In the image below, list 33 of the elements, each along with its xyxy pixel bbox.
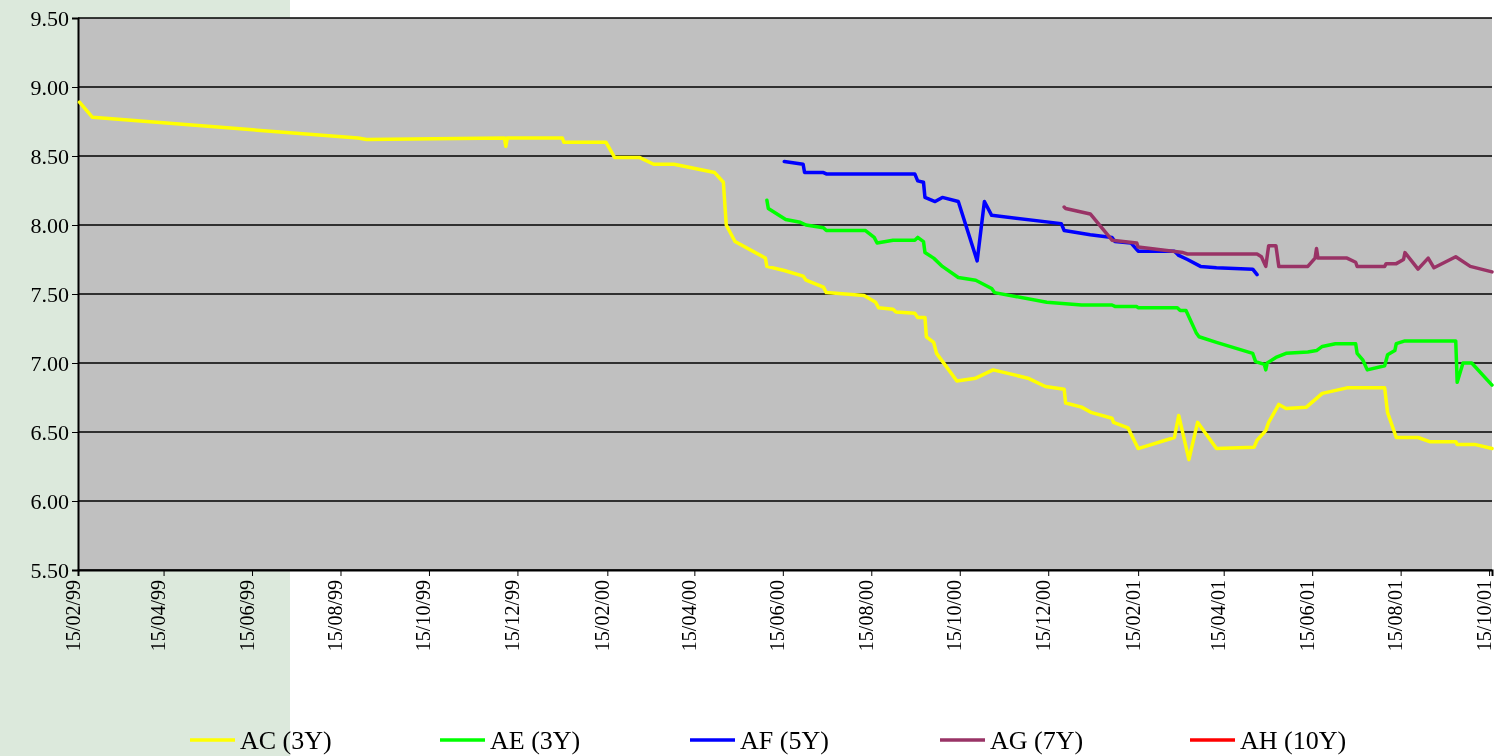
x-tick-label: 15/10/99	[412, 580, 435, 652]
y-tick-label: 8.50	[30, 143, 69, 169]
y-tick-label: 7.00	[30, 350, 69, 376]
x-tick-label: 15/06/01	[1295, 580, 1318, 652]
x-tick-label: 15/08/00	[854, 580, 877, 652]
x-tick-label: 15/12/00	[1031, 580, 1054, 652]
x-tick-label: 15/12/99	[500, 580, 523, 652]
legend-label: AC (3Y)	[240, 726, 332, 756]
y-tick-label: 6.50	[30, 419, 69, 445]
x-tick-label: 15/10/00	[943, 580, 966, 652]
legend-label: AF (5Y)	[740, 726, 829, 756]
line-series	[765, 198, 1494, 387]
x-tick-label: 15/02/99	[61, 580, 84, 652]
x-tick-label: 15/08/01	[1384, 580, 1407, 652]
x-tick-label: 15/10/01	[1472, 580, 1495, 652]
y-tick-label: 8.00	[30, 212, 69, 238]
y-tick-label: 9.50	[30, 5, 69, 31]
x-tick-label: 15/02/00	[590, 580, 613, 652]
x-tick-label: 15/04/01	[1207, 580, 1230, 652]
legend-label: AH (10Y)	[1240, 726, 1347, 756]
y-tick-label: 7.50	[30, 281, 69, 307]
x-tick-label: 15/02/01	[1121, 580, 1144, 652]
x-tick-label: 15/06/99	[235, 580, 258, 652]
x-tick-label: 15/04/99	[147, 580, 170, 652]
legend-label: AE (3Y)	[490, 726, 581, 756]
x-tick-label: 15/06/00	[766, 580, 789, 652]
y-tick-label: 9.00	[30, 74, 69, 100]
x-tick-label: 15/08/99	[324, 580, 346, 652]
line-series	[1062, 205, 1494, 274]
y-tick-label: 6.00	[30, 488, 69, 514]
x-tick-label: 15/04/00	[677, 580, 700, 652]
legend-label: AG (7Y)	[990, 726, 1084, 756]
line-series	[782, 159, 1259, 277]
